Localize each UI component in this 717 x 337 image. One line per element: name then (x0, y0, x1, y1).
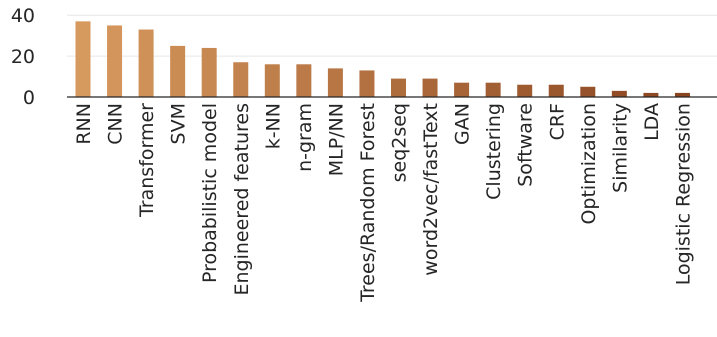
x-tick-label: n-gram (294, 103, 316, 172)
x-tick-label: GAN (452, 103, 474, 145)
x-tick-label: seq2seq (389, 103, 411, 182)
x-tick-label: Logistic Regression (672, 103, 694, 285)
bar (201, 47, 217, 97)
bar (422, 78, 438, 97)
x-tick-label: Probabilistic model (199, 103, 221, 283)
bar (611, 90, 627, 97)
bar (233, 62, 249, 97)
bars (75, 21, 690, 98)
y-tick-label: 20 (11, 46, 35, 68)
bar (548, 84, 564, 97)
x-tick-label: LDA (641, 103, 663, 141)
bar (359, 70, 375, 97)
x-tick-label: MLP/NN (325, 103, 347, 176)
x-tick-label: Software (515, 103, 537, 187)
x-tick-label: k-NN (262, 103, 284, 149)
bar (327, 68, 343, 97)
x-tick-labels: RNN CNN Transformer SVM Probabilistic model E… (73, 103, 694, 303)
bar (517, 84, 533, 97)
bar (170, 45, 186, 97)
x-tick-label: Engineered features (231, 103, 253, 296)
x-tick-label: Trees/Random Forest (357, 103, 379, 303)
bar (296, 64, 312, 97)
x-tick-label: Optimization (578, 103, 600, 225)
x-tick-label: CNN (105, 103, 127, 145)
x-tick-label: Similarity (609, 103, 631, 193)
x-tick-label: word2vec/fastText (420, 103, 442, 276)
bar (485, 82, 501, 97)
y-tick-labels: 0 20 40 (11, 5, 35, 109)
bar (264, 64, 280, 97)
bar (391, 78, 406, 97)
x-tick-label: Transformer (136, 103, 158, 218)
bar (643, 92, 659, 97)
x-tick-label: SVM (168, 103, 190, 144)
bar (107, 25, 123, 98)
y-tick-label: 0 (23, 87, 35, 109)
bar (138, 29, 154, 97)
bar (75, 21, 91, 98)
y-tick-label: 40 (11, 5, 35, 27)
bar (580, 86, 596, 97)
bar (454, 82, 470, 97)
x-tick-label: RNN (73, 103, 95, 145)
bar (674, 92, 690, 97)
x-tick-label: CRF (546, 103, 568, 140)
x-tick-label: Clustering (483, 103, 505, 200)
